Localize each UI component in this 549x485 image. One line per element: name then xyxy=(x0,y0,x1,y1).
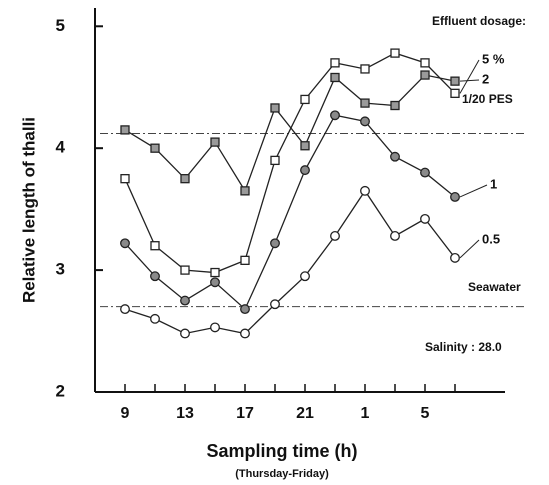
marker xyxy=(240,328,250,339)
leader-line xyxy=(459,79,480,82)
marker xyxy=(300,165,310,176)
reference-label: 1/20 PES xyxy=(462,92,513,106)
marker xyxy=(180,265,190,275)
leader-line xyxy=(459,184,488,198)
marker xyxy=(420,167,430,178)
reference-label: Seawater xyxy=(468,280,521,294)
marker xyxy=(150,241,160,251)
legend-label: 2 xyxy=(482,71,489,86)
marker xyxy=(360,116,370,127)
marker xyxy=(360,64,370,74)
x-axis-sublabel: (Thursday-Friday) xyxy=(235,468,329,480)
marker xyxy=(420,58,430,68)
marker xyxy=(240,255,250,265)
marker xyxy=(270,155,280,166)
series-line xyxy=(124,74,456,193)
y-tick-label: 2 xyxy=(56,381,65,400)
x-tick-label: 9 xyxy=(121,405,130,422)
marker xyxy=(210,322,220,333)
y-tick-label: 5 xyxy=(56,16,65,35)
marker xyxy=(360,98,370,108)
marker xyxy=(150,143,160,153)
marker xyxy=(300,94,310,105)
marker xyxy=(240,304,250,315)
marker xyxy=(270,103,280,113)
marker xyxy=(270,238,280,249)
marker xyxy=(210,137,220,147)
y-axis-label: Relative length of thalli xyxy=(19,117,38,303)
legend-label: 1 xyxy=(490,176,497,191)
marker xyxy=(300,271,310,282)
series-line xyxy=(124,114,456,311)
marker xyxy=(120,304,130,315)
x-tick-label: 21 xyxy=(296,405,314,422)
marker xyxy=(120,125,130,135)
marker xyxy=(420,70,430,80)
leader-line xyxy=(459,59,480,94)
x-tick-label: 1 xyxy=(361,405,370,422)
series-line xyxy=(124,189,456,335)
marker xyxy=(390,151,400,162)
marker xyxy=(180,328,190,339)
marker xyxy=(450,252,460,263)
marker xyxy=(390,48,400,58)
marker xyxy=(210,277,220,288)
marker xyxy=(450,192,460,202)
marker xyxy=(330,110,340,121)
marker xyxy=(270,299,280,310)
marker xyxy=(330,72,340,83)
marker xyxy=(390,231,400,241)
legend-label: 0.5 xyxy=(482,231,500,246)
y-tick-label: 3 xyxy=(56,260,65,279)
leader-line xyxy=(459,239,480,259)
marker xyxy=(450,88,460,98)
legend-label: 5 % xyxy=(482,51,505,66)
y-tick-label: 4 xyxy=(56,138,66,157)
x-tick-label: 5 xyxy=(421,405,430,422)
x-tick-label: 17 xyxy=(236,405,254,422)
marker xyxy=(150,271,160,282)
marker xyxy=(360,185,370,196)
marker xyxy=(120,238,130,249)
marker xyxy=(300,141,310,151)
marker xyxy=(330,231,340,241)
legend-title: Effluent dosage: xyxy=(432,14,526,28)
marker xyxy=(150,313,160,324)
x-tick-label: 13 xyxy=(176,405,194,422)
annotation: Salinity : 28.0 xyxy=(425,340,502,354)
series-line xyxy=(124,52,456,274)
marker xyxy=(420,213,430,224)
marker xyxy=(210,267,220,278)
x-axis-label: Sampling time (h) xyxy=(206,441,357,461)
marker xyxy=(330,58,340,68)
marker xyxy=(240,186,250,196)
marker xyxy=(180,295,190,306)
marker xyxy=(450,76,460,86)
marker xyxy=(180,174,190,184)
marker xyxy=(390,100,400,111)
marker xyxy=(120,174,130,184)
